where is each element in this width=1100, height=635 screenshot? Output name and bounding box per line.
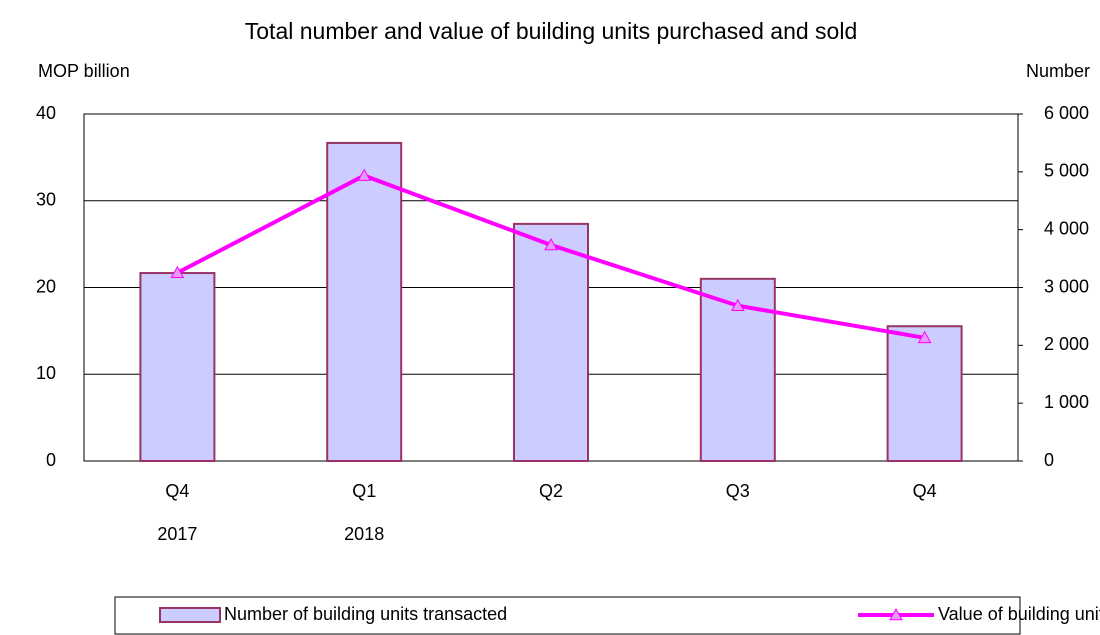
legend-label: Number of building units transacted [224,604,507,624]
y-tick-label: 0 [46,450,56,470]
y-tick-label: 40 [36,103,56,123]
chart-title: Total number and value of building units… [245,18,857,44]
legend-marker [889,607,903,621]
line-marker [917,330,932,344]
x-year-label: 2018 [344,524,384,544]
y-tick-label: 20 [36,276,56,296]
y2-tick-label: 3 000 [1044,276,1089,296]
y2-tick-label: 0 [1044,450,1054,470]
x-tick-label: Q3 [726,481,750,501]
x-tick-label: Q4 [165,481,189,501]
y2-tick-label: 2 000 [1044,334,1089,354]
y-axis-label: MOP billion [38,61,130,81]
line-marker [544,237,558,251]
x-tick-label: Q1 [352,481,376,501]
x-tick-label: Q2 [539,481,563,501]
y2-tick-label: 4 000 [1044,218,1089,238]
y2-tick-label: 5 000 [1044,161,1089,181]
line-marker [730,298,745,312]
y-tick-label: 30 [36,190,56,210]
y2-tick-label: 1 000 [1044,392,1089,412]
y2-tick-label: 6 000 [1044,103,1089,123]
x-year-label: 2017 [157,524,197,544]
bar [513,222,589,462]
bar [886,325,963,462]
line-marker [357,168,372,181]
bar [326,141,403,463]
legend-swatch [159,607,221,623]
bar [139,272,216,462]
line-marker [170,265,185,279]
x-tick-label: Q4 [913,481,937,501]
legend-label: Value of building units transacted [938,604,1100,624]
y-tick-label: 10 [36,363,56,383]
y2-axis-label: Number [1026,61,1090,81]
